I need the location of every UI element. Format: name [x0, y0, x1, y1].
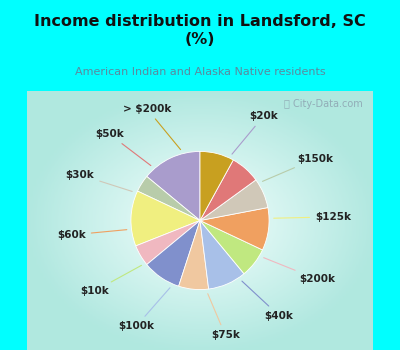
- Wedge shape: [147, 220, 200, 286]
- Text: $75k: $75k: [208, 294, 240, 340]
- Text: $150k: $150k: [262, 154, 333, 181]
- Text: $40k: $40k: [242, 281, 294, 321]
- Text: $200k: $200k: [264, 258, 335, 284]
- Text: $50k: $50k: [95, 129, 151, 166]
- Wedge shape: [131, 191, 200, 246]
- Text: $125k: $125k: [274, 212, 351, 222]
- Wedge shape: [200, 160, 256, 220]
- Text: $10k: $10k: [80, 265, 142, 296]
- Text: > $200k: > $200k: [123, 104, 180, 149]
- Wedge shape: [200, 180, 268, 220]
- Text: $100k: $100k: [118, 288, 170, 331]
- Wedge shape: [200, 220, 244, 289]
- Wedge shape: [200, 208, 269, 250]
- Wedge shape: [179, 220, 209, 289]
- Text: ⓘ City-Data.com: ⓘ City-Data.com: [284, 99, 362, 109]
- Text: American Indian and Alaska Native residents: American Indian and Alaska Native reside…: [75, 67, 325, 77]
- Wedge shape: [200, 152, 233, 220]
- Text: $30k: $30k: [66, 170, 132, 191]
- Wedge shape: [147, 152, 200, 220]
- Wedge shape: [138, 176, 200, 220]
- Wedge shape: [200, 220, 262, 274]
- Text: $60k: $60k: [57, 230, 127, 240]
- Wedge shape: [136, 220, 200, 265]
- Text: $20k: $20k: [232, 111, 278, 154]
- Text: Income distribution in Landsford, SC
(%): Income distribution in Landsford, SC (%): [34, 14, 366, 47]
